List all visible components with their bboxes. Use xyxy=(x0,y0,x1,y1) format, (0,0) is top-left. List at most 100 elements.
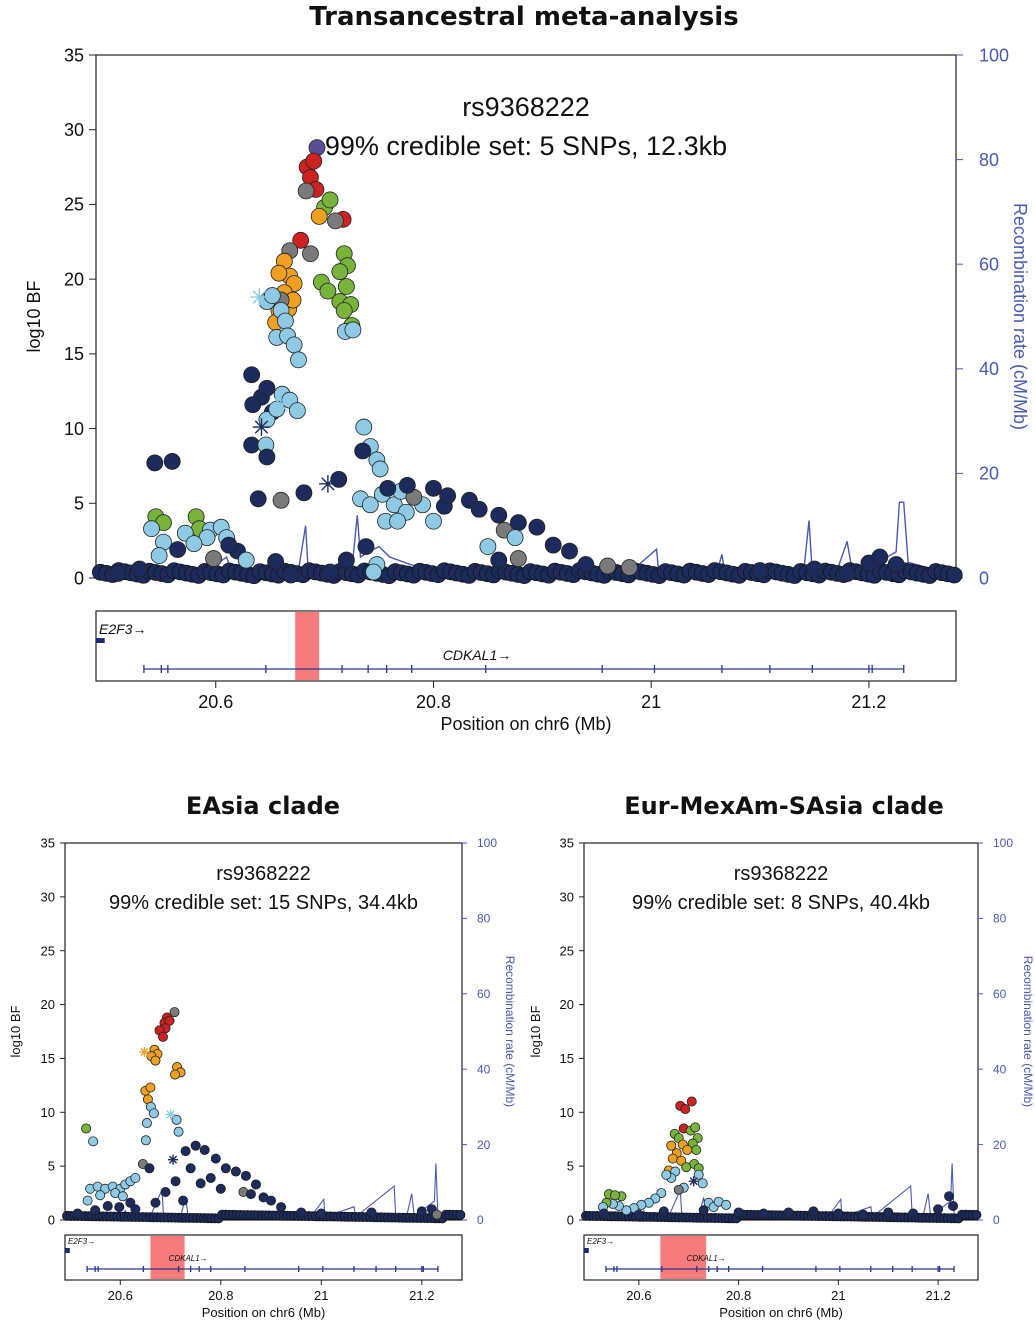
y-axis-label: log10 BF xyxy=(528,1005,543,1057)
chart-eur: 0 5 10 15 20 25 30 35 log10 BF 0 20 40 60 80 100 Recomb… xyxy=(528,836,1035,1320)
snp-point xyxy=(361,496,379,514)
snp-point xyxy=(971,1209,982,1220)
snp-point xyxy=(431,1209,442,1220)
asterisk-stroke xyxy=(252,290,267,304)
snp-point xyxy=(270,264,288,282)
y-tick-label: 15 xyxy=(560,1051,574,1066)
snp-point xyxy=(751,562,769,579)
snp-point xyxy=(379,479,397,497)
gene-track-frame xyxy=(95,610,957,682)
snp-point xyxy=(506,529,524,547)
snp-point xyxy=(250,1179,261,1190)
snp-point xyxy=(321,191,339,209)
gene-e2f3-label: E2F3→ xyxy=(587,1237,614,1246)
snp-point xyxy=(933,1204,944,1215)
snp-point xyxy=(633,1209,644,1220)
snp-point xyxy=(173,1126,184,1137)
plot-frame xyxy=(95,54,957,579)
snp-point xyxy=(130,1204,141,1215)
snp-point xyxy=(354,442,372,460)
snp-point xyxy=(249,490,267,508)
y-tick-label: 30 xyxy=(560,889,574,904)
snp-point xyxy=(72,1208,83,1219)
snp-point xyxy=(243,436,261,454)
snp-point xyxy=(658,1206,669,1217)
y2-tick-label: 40 xyxy=(477,1062,491,1076)
x-tick-label: 21 xyxy=(831,1288,845,1303)
snp-point xyxy=(244,396,262,414)
snp-point xyxy=(243,366,261,384)
snp-point xyxy=(205,1172,216,1183)
snp-point xyxy=(285,336,303,354)
snp-asterisk-marker xyxy=(272,395,290,414)
chart-easia: 0 5 10 15 20 25 30 35 log10 BF 0 20 40 60 80 100 Recomb… xyxy=(8,836,517,1320)
snp-point xyxy=(721,1199,732,1210)
snp-point xyxy=(117,1191,128,1202)
snp-point xyxy=(81,1123,92,1134)
snp-point xyxy=(258,379,276,397)
snp-point xyxy=(157,1031,168,1042)
asterisk-stroke xyxy=(140,1047,149,1057)
y-tick-label: 5 xyxy=(48,1159,55,1174)
gene-e2f3-bar xyxy=(65,1248,70,1253)
snp-point xyxy=(321,563,339,581)
snp-point xyxy=(385,496,403,514)
snp-point xyxy=(690,1122,701,1133)
y2-tick-label: 60 xyxy=(993,987,1007,1001)
snp-point xyxy=(82,1195,93,1206)
snp-point xyxy=(220,1163,231,1174)
snp-point xyxy=(95,1190,106,1201)
y-tick-label: 35 xyxy=(64,45,84,65)
snp-point xyxy=(389,512,406,530)
snp-point xyxy=(693,1169,704,1180)
snp-point xyxy=(681,1162,692,1173)
snp-point xyxy=(479,538,497,556)
snp-point xyxy=(416,1206,427,1217)
x-tick-label: 21 xyxy=(641,692,661,712)
snp-point xyxy=(282,566,300,584)
asterisk-stroke xyxy=(689,1177,698,1186)
snp-point xyxy=(838,565,856,582)
y-tick-label: 35 xyxy=(560,836,574,851)
snp-point xyxy=(272,491,290,509)
snp-point xyxy=(908,1208,919,1219)
snp-point xyxy=(661,1169,672,1180)
chart-title-main: Transancestral meta-analysis xyxy=(309,2,739,32)
snp-point xyxy=(169,1007,180,1018)
snp-point xyxy=(215,1183,226,1194)
snp-point xyxy=(266,1195,277,1206)
y2-tick-label: 20 xyxy=(993,1138,1007,1152)
snp-point xyxy=(344,321,362,339)
x-tick-label: 20.6 xyxy=(626,1288,651,1303)
snp-point xyxy=(561,542,578,560)
snp-point xyxy=(131,560,148,578)
snp-point xyxy=(327,212,344,230)
asterisk-stroke xyxy=(166,1110,175,1119)
snp-point xyxy=(680,1104,691,1115)
snp-point xyxy=(205,550,222,567)
snp-point xyxy=(509,550,527,567)
y2-axis-label: Recombination rate (cM/Mb) xyxy=(503,956,517,1107)
snp-point xyxy=(944,1191,955,1202)
gene-cdkal1-label: CDKAL1→ xyxy=(443,647,511,663)
y-tick-label: 20 xyxy=(64,269,84,289)
snp-point xyxy=(945,566,963,584)
snp-asterisk-marker xyxy=(167,1154,179,1165)
y-tick-label: 20 xyxy=(41,997,55,1012)
snp-point xyxy=(295,484,313,502)
snp-point xyxy=(148,1108,159,1119)
snp-point xyxy=(258,448,276,466)
gene-track-frame xyxy=(583,1234,979,1281)
snp-point xyxy=(310,207,328,225)
x-tick-label: 20.8 xyxy=(208,1288,233,1303)
snp-point xyxy=(199,1144,210,1155)
y2-tick-label: 0 xyxy=(993,1213,1000,1227)
y-tick-label: 30 xyxy=(64,120,84,140)
snp-point xyxy=(276,1202,287,1213)
snp-point xyxy=(163,453,181,470)
snp-point xyxy=(621,559,638,576)
snp-point xyxy=(130,1172,141,1183)
y-tick-label: 15 xyxy=(41,1051,55,1066)
y-tick-label: 0 xyxy=(48,1213,55,1228)
y2-tick-label: 80 xyxy=(979,150,999,170)
